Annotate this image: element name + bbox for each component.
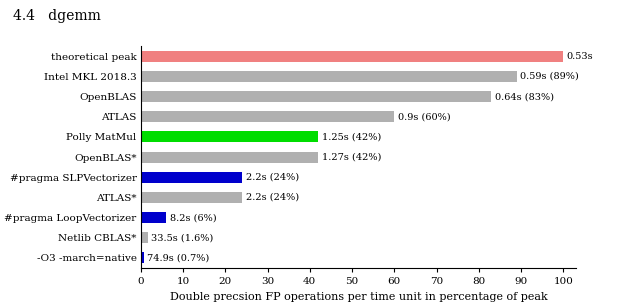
Text: 2.2s (24%): 2.2s (24%) [246, 193, 299, 202]
Text: 33.5s (1.6%): 33.5s (1.6%) [151, 233, 213, 242]
Text: 4.4   dgemm: 4.4 dgemm [13, 9, 100, 23]
Bar [141, 252, 144, 263]
Bar [141, 111, 394, 122]
Bar [141, 192, 242, 203]
Bar [141, 132, 318, 143]
Text: 74.9s (0.7%): 74.9s (0.7%) [147, 253, 209, 262]
Text: 0.59s (89%): 0.59s (89%) [520, 72, 579, 81]
Bar [141, 232, 148, 243]
Bar [141, 212, 166, 223]
Bar [141, 51, 563, 62]
Text: 1.25s (42%): 1.25s (42%) [322, 132, 381, 141]
Text: 0.53s: 0.53s [566, 52, 593, 61]
Bar [141, 152, 318, 163]
Text: 0.9s (60%): 0.9s (60%) [397, 112, 451, 121]
Bar [141, 172, 242, 183]
Text: 8.2s (6%): 8.2s (6%) [170, 213, 216, 222]
Bar [141, 71, 517, 82]
Bar [141, 91, 492, 102]
Text: 0.64s (83%): 0.64s (83%) [495, 92, 554, 101]
Text: 1.27s (42%): 1.27s (42%) [322, 152, 381, 162]
X-axis label: Double precsion FP operations per time unit in percentage of peak: Double precsion FP operations per time u… [170, 292, 547, 302]
Text: 2.2s (24%): 2.2s (24%) [246, 173, 299, 182]
